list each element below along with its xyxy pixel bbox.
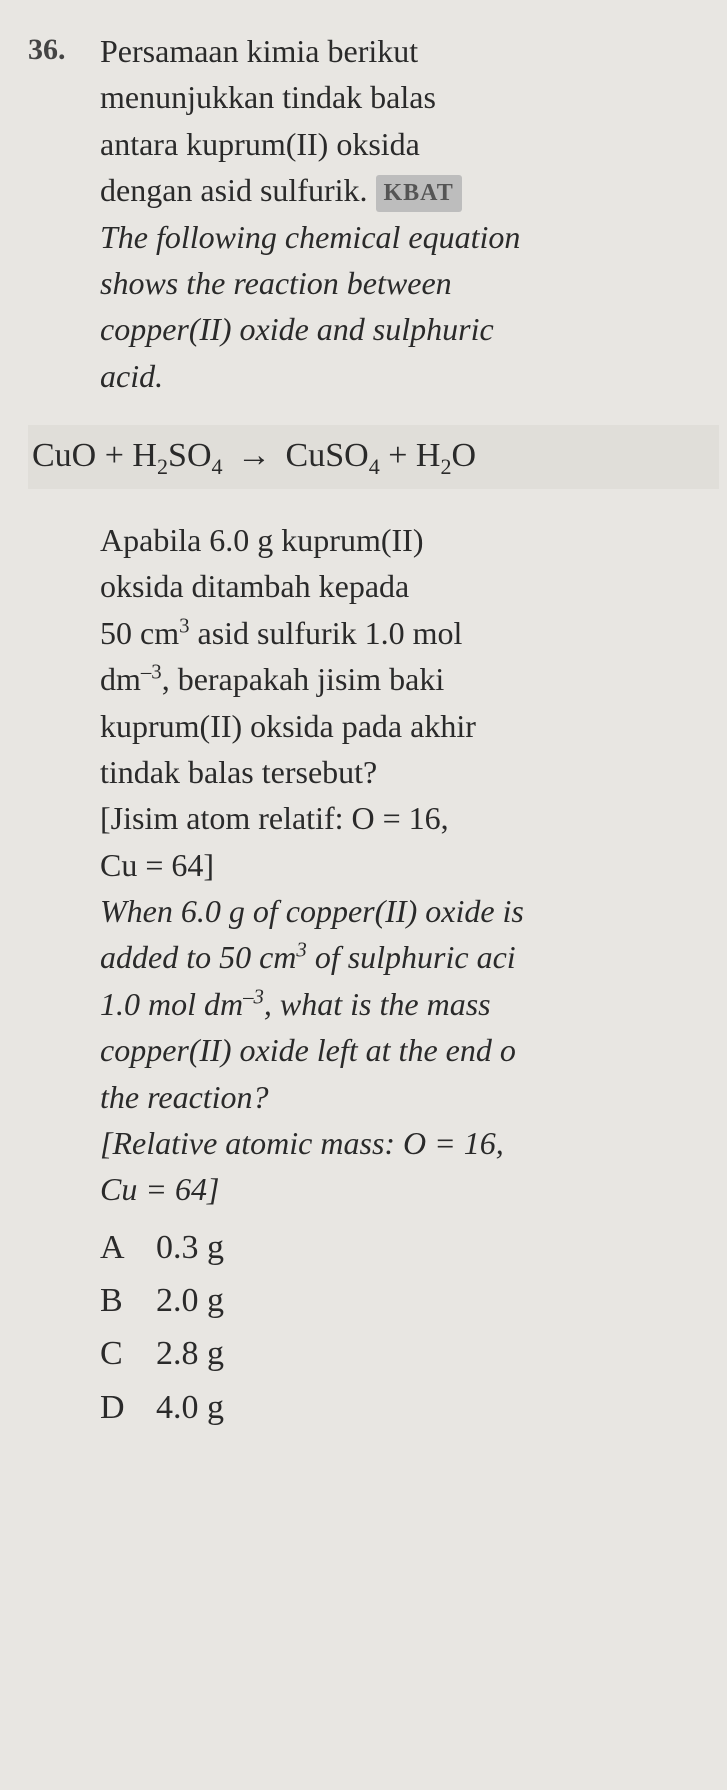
choice-letter: C	[100, 1329, 156, 1378]
eq-reactant: CuO	[32, 437, 96, 474]
q-en-line: Cu = 64]	[100, 1166, 719, 1212]
q-text: added to 50 cm	[100, 939, 296, 975]
choice-b: B 2.0 g	[100, 1276, 719, 1325]
eq-product: H2O	[416, 437, 476, 474]
stem-en-line: The following chemical equation	[100, 214, 719, 260]
eq-text: CuSO	[286, 437, 369, 474]
q-superscript: –3	[141, 660, 162, 683]
stem-en-line: copper(II) oxide and sulphuric	[100, 306, 719, 352]
q-superscript: 3	[296, 939, 306, 962]
q-superscript: 3	[179, 614, 189, 637]
answer-choices: A 0.3 g B 2.0 g C 2.8 g D 4.0 g	[100, 1223, 719, 1432]
choice-value: 0.3 g	[156, 1223, 224, 1272]
q-en-line: added to 50 cm3 of sulphuric aci	[100, 934, 719, 980]
eq-subscript: 4	[369, 454, 380, 479]
q-en-line: When 6.0 g of copper(II) oxide is	[100, 888, 719, 934]
q-text: , what is the mass	[264, 986, 491, 1022]
choice-letter: B	[100, 1276, 156, 1325]
q-en-line: [Relative atomic mass: O = 16,	[100, 1120, 719, 1166]
stem-ms-line: dengan asid sulfurik. KBAT	[100, 167, 719, 213]
q-ms-line: Apabila 6.0 g kuprum(II)	[100, 517, 719, 563]
q-text: 1.0 mol dm	[100, 986, 243, 1022]
stem-en-line: shows the reaction between	[100, 260, 719, 306]
eq-text: H	[416, 437, 441, 474]
eq-plus: +	[105, 437, 124, 474]
eq-subscript: 2	[440, 454, 451, 479]
q-en-line: the reaction?	[100, 1074, 719, 1120]
arrow-icon: →	[231, 431, 277, 480]
stem-block: Persamaan kimia berikut menunjukkan tind…	[100, 28, 719, 399]
choice-letter: A	[100, 1223, 156, 1272]
choice-value: 2.0 g	[156, 1276, 224, 1325]
q-superscript: –3	[243, 985, 264, 1008]
eq-subscript: 4	[212, 454, 223, 479]
stem-ms-line: Persamaan kimia berikut	[100, 28, 719, 74]
question-number: 36.	[28, 28, 100, 72]
choice-value: 4.0 g	[156, 1383, 224, 1432]
choice-letter: D	[100, 1383, 156, 1432]
kbat-badge: KBAT	[376, 175, 462, 212]
question-body: Apabila 6.0 g kuprum(II) oksida ditambah…	[100, 517, 719, 1432]
page: 36. Persamaan kimia berikut menunjukkan …	[0, 0, 727, 1476]
eq-reactant: H2SO4	[132, 437, 231, 474]
stem-en-line: acid.	[100, 353, 719, 399]
q-ms-line: Cu = 64]	[100, 842, 719, 888]
q-text: asid sulfurik 1.0 mol	[190, 615, 463, 651]
chemical-equation: CuO + H2SO4 → CuSO4 + H2O	[28, 425, 719, 489]
q-ms-line: kuprum(II) oksida pada akhir	[100, 703, 719, 749]
q-en-line: copper(II) oxide left at the end o	[100, 1027, 719, 1073]
eq-text: O	[452, 437, 477, 474]
eq-product: CuSO4	[286, 437, 389, 474]
eq-plus: +	[388, 437, 407, 474]
choice-value: 2.8 g	[156, 1329, 224, 1378]
choice-a: A 0.3 g	[100, 1223, 719, 1272]
q-ms-line: tindak balas tersebut?	[100, 749, 719, 795]
stem-ms-text: dengan asid sulfurik.	[100, 172, 368, 208]
stem-ms-line: antara kuprum(II) oksida	[100, 121, 719, 167]
stem-ms-line: menunjukkan tindak balas	[100, 74, 719, 120]
choice-c: C 2.8 g	[100, 1329, 719, 1378]
q-ms-line: 50 cm3 asid sulfurik 1.0 mol	[100, 610, 719, 656]
eq-text: SO	[168, 437, 211, 474]
q-ms-line: oksida ditambah kepada	[100, 563, 719, 609]
q-text: of sulphuric aci	[307, 939, 516, 975]
q-ms-line: dm–3, berapakah jisim baki	[100, 656, 719, 702]
q-text: 50 cm	[100, 615, 179, 651]
eq-subscript: 2	[157, 454, 168, 479]
choice-d: D 4.0 g	[100, 1383, 719, 1432]
q-ms-line: [Jisim atom relatif: O = 16,	[100, 795, 719, 841]
eq-text: H	[132, 437, 157, 474]
question-header: 36. Persamaan kimia berikut menunjukkan …	[28, 28, 719, 399]
q-text: dm	[100, 661, 141, 697]
q-text: , berapakah jisim baki	[162, 661, 445, 697]
q-en-line: 1.0 mol dm–3, what is the mass	[100, 981, 719, 1027]
